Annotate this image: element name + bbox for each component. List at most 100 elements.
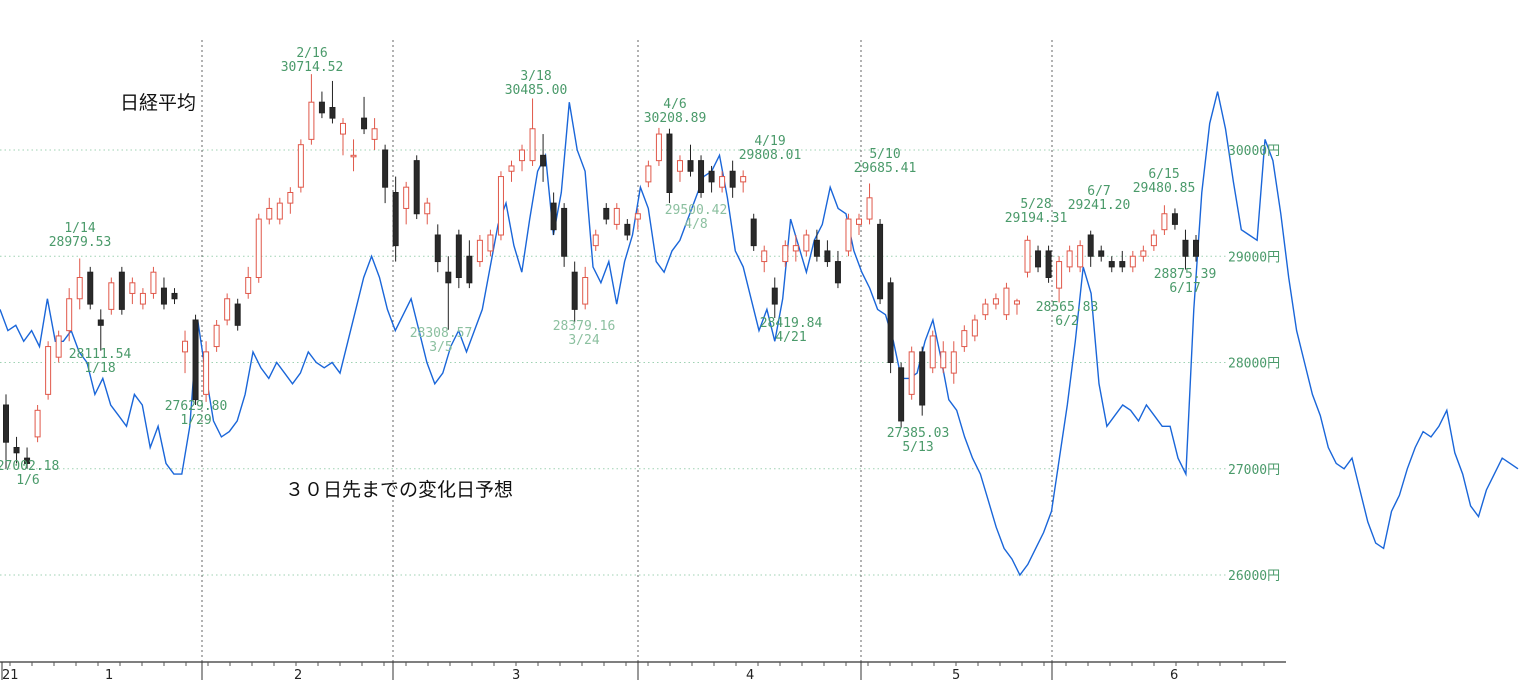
annotation-date: 1/18 — [84, 361, 115, 376]
candle-body — [561, 207, 568, 257]
candle-body — [1108, 261, 1115, 268]
y-tick-label: 29000円 — [1228, 250, 1280, 265]
candle-body — [645, 165, 652, 183]
annotation-date: 5/13 — [902, 440, 933, 455]
candle-body — [182, 340, 189, 353]
candle — [908, 346, 915, 400]
candle-body — [676, 160, 683, 172]
candle-body — [403, 186, 410, 209]
candle — [676, 155, 683, 182]
candle — [308, 74, 315, 145]
candle-body — [908, 351, 915, 395]
candle — [687, 144, 694, 177]
annotation-value: 30485.00 — [505, 83, 568, 98]
candle — [1087, 230, 1094, 267]
candle — [234, 298, 241, 331]
annotation-value: 29480.85 — [1133, 181, 1196, 196]
candle-body — [76, 277, 83, 300]
candle — [413, 155, 420, 220]
candle-body — [929, 335, 936, 369]
candle — [350, 139, 357, 172]
candle — [1108, 256, 1115, 273]
candle — [719, 171, 726, 193]
y-tick-label: 28000円 — [1228, 357, 1280, 372]
candle — [1066, 245, 1073, 273]
candle-body — [255, 218, 262, 278]
annotation-value: 29808.01 — [739, 148, 802, 163]
candle — [171, 288, 178, 305]
candle — [245, 266, 252, 299]
candle — [297, 139, 304, 193]
candle-body — [1003, 287, 1010, 316]
forecast-label: ３０日先までの変化日予想 — [285, 479, 513, 501]
candle-body — [919, 351, 926, 406]
candle-body — [1035, 250, 1042, 268]
candle — [540, 134, 547, 182]
annotation-value: 28379.16 — [553, 319, 616, 334]
annotation-date: 4/6 — [663, 97, 686, 112]
candle-body — [803, 234, 810, 252]
candle — [887, 277, 894, 374]
candle — [487, 229, 494, 257]
x-tick-label: 2 — [294, 668, 302, 683]
annotation-value: 30208.89 — [644, 111, 707, 126]
candle — [45, 341, 52, 400]
candle-body — [1119, 261, 1126, 268]
annotation-date: 2/16 — [296, 46, 327, 61]
annotation-value: 27385.03 — [887, 426, 950, 441]
candle-body — [150, 271, 157, 294]
candle-body — [192, 319, 199, 401]
candle — [813, 229, 820, 262]
candle-body — [982, 303, 989, 316]
candle-body — [1140, 250, 1147, 257]
candle-body — [487, 234, 494, 252]
candle — [192, 314, 199, 405]
candle-body — [540, 154, 547, 167]
candle-body — [361, 117, 368, 130]
candle — [476, 235, 483, 267]
candle-body — [824, 250, 831, 263]
annotation-date: 5/10 — [869, 147, 900, 162]
candle — [1098, 245, 1105, 262]
annotation-value: 28979.53 — [49, 235, 112, 250]
candle — [1150, 229, 1157, 251]
candle — [898, 362, 905, 428]
candle — [287, 187, 294, 214]
candle — [866, 183, 873, 225]
candle-body — [66, 298, 73, 332]
candle — [561, 203, 568, 267]
candle — [266, 197, 273, 225]
candle-body — [129, 282, 136, 294]
candle-body — [87, 271, 94, 305]
candle-body — [866, 197, 873, 220]
candle-body — [1087, 234, 1094, 257]
candle — [1013, 298, 1020, 315]
annotation-value: 28419.84 — [760, 316, 823, 331]
candle-body — [1150, 234, 1157, 247]
candle-body — [856, 218, 863, 225]
candle — [1119, 250, 1126, 273]
y-tick-label: 26000円 — [1228, 569, 1280, 584]
candle-body — [634, 213, 641, 220]
candle-body — [992, 298, 999, 305]
candle-body — [45, 346, 52, 395]
candle — [508, 160, 515, 182]
candle-body — [329, 107, 336, 119]
candle — [1003, 282, 1010, 320]
candle — [919, 346, 926, 416]
x-axis: 21 1 2 3 4 5 6 — [0, 661, 1286, 683]
candle-body — [118, 271, 125, 310]
candle — [519, 144, 526, 172]
annotation-date: 6/15 — [1148, 167, 1179, 182]
candle — [698, 155, 705, 198]
candle — [529, 98, 536, 166]
candle — [845, 213, 852, 257]
candle — [24, 447, 31, 469]
annotation-value: 29194.31 — [1005, 211, 1068, 226]
annotation-value: 27002.18 — [0, 459, 59, 474]
candle-body — [339, 122, 346, 135]
candle — [771, 277, 778, 318]
candle-body — [34, 409, 41, 438]
candle-body — [887, 282, 894, 363]
